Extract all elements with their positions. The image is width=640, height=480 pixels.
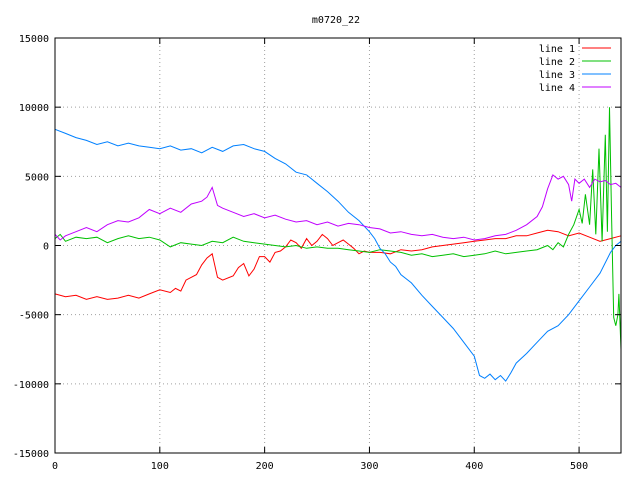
- legend-label-2: line 2: [539, 57, 575, 68]
- legend-label-3: line 3: [539, 70, 575, 81]
- series-line-4: [54, 174, 622, 241]
- x-tick-label: 100: [151, 461, 169, 472]
- series-lines: [54, 107, 622, 382]
- grid: [55, 38, 621, 453]
- y-tick-label: -5000: [19, 311, 49, 322]
- chart-title: m0720_22: [312, 15, 360, 26]
- x-tick-label: 0: [52, 461, 58, 472]
- y-tick-label: 0: [43, 242, 49, 253]
- y-tick-label: -10000: [13, 380, 49, 391]
- y-tick-label: 5000: [25, 172, 49, 183]
- y-tick-label: 15000: [19, 34, 49, 45]
- y-tick-label: 10000: [19, 103, 49, 114]
- y-tick-label: -15000: [13, 449, 49, 460]
- legend: line 1 line 2 line 3 line 4: [539, 44, 611, 94]
- series-line-2: [54, 107, 622, 350]
- series-line-1: [54, 229, 622, 300]
- x-tick-label: 400: [465, 461, 483, 472]
- x-tick-label: 200: [256, 461, 274, 472]
- series-line-3: [54, 128, 622, 382]
- legend-label-4: line 4: [539, 83, 575, 94]
- axis-ticks: 0 100 200 300 400 500 -15000 -10000 -5000 0 5000 10…: [13, 34, 621, 472]
- x-tick-label: 500: [570, 461, 588, 472]
- x-tick-label: 300: [360, 461, 378, 472]
- legend-label-1: line 1: [539, 44, 575, 55]
